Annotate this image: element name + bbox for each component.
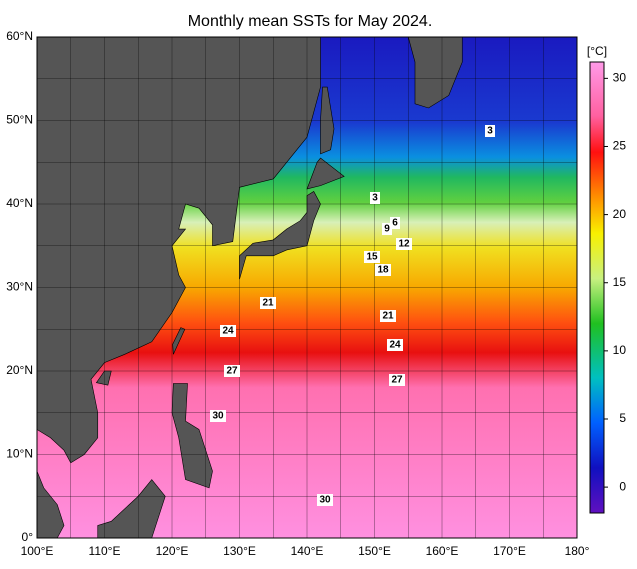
colorbar — [589, 61, 605, 514]
contour-label-box — [390, 217, 400, 229]
colorbar-tick-label: 10 — [613, 343, 627, 357]
colorbar-tick-label: 20 — [613, 207, 627, 221]
contour-label: 21 — [382, 311, 394, 322]
landmass — [306, 157, 345, 190]
contour-label: 24 — [222, 326, 234, 337]
lon-label: 140°E — [291, 544, 324, 558]
lat-label: 0° — [22, 530, 34, 544]
contour-label: 3 — [372, 193, 378, 204]
contour-label-box — [387, 339, 403, 351]
contour-label: 3 — [487, 126, 493, 137]
map-frame — [36, 36, 578, 539]
colorbar-tick-label: 30 — [613, 71, 627, 85]
contour-label: 27 — [391, 375, 403, 386]
contour-label: 12 — [398, 239, 410, 250]
title: Monthly mean SSTs for May 2024. — [188, 13, 433, 30]
contour-label: 15 — [366, 252, 378, 263]
landmass — [239, 191, 321, 280]
colorbar-tick-label: 5 — [619, 411, 626, 425]
contour-label-box — [380, 310, 396, 322]
contour-label: 24 — [389, 340, 401, 351]
lat-label: 20°N — [6, 363, 33, 377]
contour-label-box — [317, 494, 333, 506]
lat-label: 30°N — [6, 280, 33, 294]
colorbar-tick-label: 25 — [613, 139, 627, 153]
landmass — [171, 383, 213, 489]
contour-label-box — [220, 325, 236, 337]
landmass — [172, 327, 186, 355]
contour-label-box — [364, 251, 380, 263]
landmass — [97, 479, 166, 539]
contour-label: 30 — [319, 495, 331, 506]
contour-label-box — [382, 223, 392, 235]
lat-label: 40°N — [6, 196, 33, 210]
contour-label-box — [375, 264, 391, 276]
colorbar-tick-label: 15 — [613, 275, 627, 289]
contour-label: 9 — [384, 224, 390, 235]
lon-label: 180° — [565, 544, 590, 558]
lon-label: 150°E — [358, 544, 391, 558]
lat-label: 60°N — [6, 29, 33, 43]
contour-label-box — [260, 297, 276, 309]
lat-label: 10°N — [6, 447, 33, 461]
landmass — [407, 36, 463, 109]
contour-label-box — [396, 238, 412, 250]
contour-label: 18 — [377, 265, 389, 276]
landmass — [36, 36, 321, 464]
colorbar-tick-label: 0 — [619, 479, 626, 493]
lon-label: 170°E — [493, 544, 526, 558]
lon-label: 160°E — [426, 544, 459, 558]
contour-label: 6 — [392, 218, 398, 229]
lon-label: 130°E — [223, 544, 256, 558]
lat-label: 50°N — [6, 113, 33, 127]
contour-label: 27 — [226, 366, 238, 377]
contour-label-box — [224, 365, 240, 377]
colorbar-unit: [°C] — [587, 44, 607, 58]
lon-label: 120°E — [156, 544, 189, 558]
lon-label: 100°E — [21, 544, 54, 558]
contour-label-box — [389, 374, 405, 386]
contour-label: 21 — [262, 298, 274, 309]
contour-label: 30 — [212, 411, 224, 422]
contour-label-box — [370, 192, 380, 204]
lon-label: 110°E — [89, 544, 121, 558]
contour-label-box — [210, 410, 226, 422]
contour-label-box — [485, 125, 495, 137]
